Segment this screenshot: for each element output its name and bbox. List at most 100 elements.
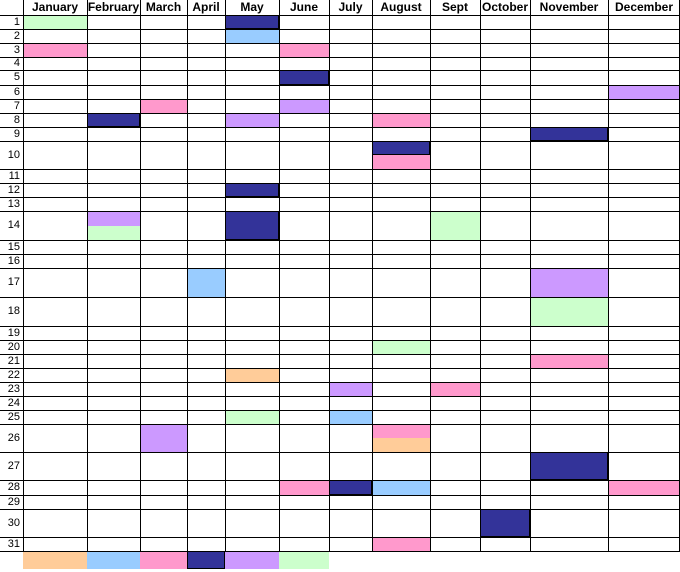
day-cell-august-10	[372, 141, 430, 155]
day-label: 30	[7, 517, 20, 529]
day-label: 23	[7, 383, 20, 395]
gridline-vertical	[187, 0, 188, 551]
day-cell-december-6	[608, 85, 680, 99]
day-label: 25	[7, 411, 20, 423]
day-cell-january-1	[23, 15, 87, 29]
gridline-horizontal	[0, 113, 680, 114]
gridline-vertical	[140, 0, 141, 551]
gridline-horizontal	[0, 57, 680, 58]
day-label: 6	[13, 86, 20, 98]
gridline-horizontal	[0, 396, 680, 397]
day-cell-december-28	[608, 480, 680, 495]
gridline-horizontal	[0, 183, 680, 184]
gridline-vertical	[372, 0, 373, 551]
day-label: 11	[8, 170, 20, 182]
day-cell-february-14	[87, 226, 140, 240]
gridline-horizontal	[0, 99, 680, 100]
month-header-january: January	[31, 0, 79, 14]
day-cell-june-7	[279, 99, 329, 113]
day-cell-august-26	[372, 424, 430, 438]
month-header-march: March	[145, 0, 182, 14]
gridline-vertical	[329, 0, 330, 551]
day-label: 13	[7, 198, 20, 210]
day-cell-february-14	[87, 211, 140, 226]
legend-swatch-june	[279, 551, 329, 569]
gridline-horizontal	[0, 354, 680, 355]
gridline-horizontal	[0, 254, 680, 255]
day-cell-may-12	[225, 183, 279, 197]
gridline-vertical	[430, 0, 431, 551]
day-cell-august-28	[372, 480, 430, 495]
legend-swatch-march	[140, 551, 187, 569]
day-label: 4	[13, 57, 20, 69]
gridline-horizontal	[0, 70, 680, 71]
day-cell-june-5	[279, 70, 329, 85]
day-label: 12	[7, 184, 20, 196]
gridline-horizontal	[0, 127, 680, 128]
day-label: 29	[7, 496, 20, 508]
day-cell-may-8	[225, 113, 279, 127]
day-cell-march-26	[140, 424, 187, 452]
day-cell-august-10	[372, 155, 430, 169]
gridline-horizontal	[0, 551, 680, 552]
day-label: 24	[7, 397, 20, 409]
day-cell-october-30	[480, 509, 530, 537]
day-label: 9	[13, 128, 20, 140]
day-label: 16	[7, 255, 20, 267]
day-cell-august-20	[372, 340, 430, 354]
legend-swatch-january	[23, 551, 87, 569]
day-label: 28	[7, 481, 20, 493]
day-cell-august-26	[372, 438, 430, 452]
month-header-february: February	[87, 0, 140, 14]
gridline-vertical	[530, 0, 531, 551]
day-label: 27	[7, 460, 20, 472]
gridline-horizontal	[0, 29, 680, 30]
gridline-horizontal	[0, 424, 680, 425]
gridline-vertical	[23, 0, 24, 551]
day-label: 1	[13, 16, 20, 28]
gridline-vertical	[279, 0, 280, 551]
day-label: 7	[13, 100, 20, 112]
month-header-april: April	[192, 0, 220, 14]
day-cell-sept-23	[430, 382, 480, 396]
month-header-august: August	[380, 0, 422, 14]
day-cell-august-31	[372, 537, 430, 551]
day-cell-may-2	[225, 29, 279, 43]
month-header-november: November	[539, 0, 599, 14]
day-cell-november-17	[530, 268, 608, 297]
day-cell-june-3	[279, 43, 329, 57]
day-cell-february-8	[87, 113, 140, 127]
gridline-horizontal	[0, 509, 680, 510]
day-cell-may-1	[225, 15, 279, 29]
legend-swatch-april	[187, 551, 225, 569]
gridline-horizontal	[0, 537, 680, 538]
gridline-horizontal	[0, 495, 680, 496]
gridline-horizontal	[0, 268, 680, 269]
gridline-horizontal	[0, 368, 680, 369]
day-label: 10	[7, 149, 20, 161]
day-cell-sept-14	[430, 211, 480, 240]
day-cell-july-23	[329, 382, 372, 396]
day-cell-april-17	[187, 268, 225, 297]
day-label: 31	[7, 538, 20, 550]
day-cell-november-18	[530, 297, 608, 326]
legend-swatch-may	[225, 551, 279, 569]
gridline-horizontal	[0, 211, 680, 212]
day-label: 17	[7, 276, 20, 288]
gridline-horizontal	[0, 480, 680, 481]
month-header-october: October	[481, 0, 528, 14]
gridline-horizontal	[0, 43, 680, 44]
day-cell-may-25	[225, 410, 279, 424]
gridline-horizontal	[0, 340, 680, 341]
day-cell-november-21	[530, 354, 608, 368]
day-cell-march-7	[140, 99, 187, 113]
day-cell-may-14	[225, 211, 279, 240]
day-label: 15	[7, 241, 20, 253]
day-label: 3	[13, 44, 20, 56]
gridline-horizontal	[0, 169, 680, 170]
day-label: 8	[13, 114, 20, 126]
gridline-horizontal	[0, 141, 680, 142]
day-cell-june-28	[279, 480, 329, 495]
day-cell-july-25	[329, 410, 372, 424]
